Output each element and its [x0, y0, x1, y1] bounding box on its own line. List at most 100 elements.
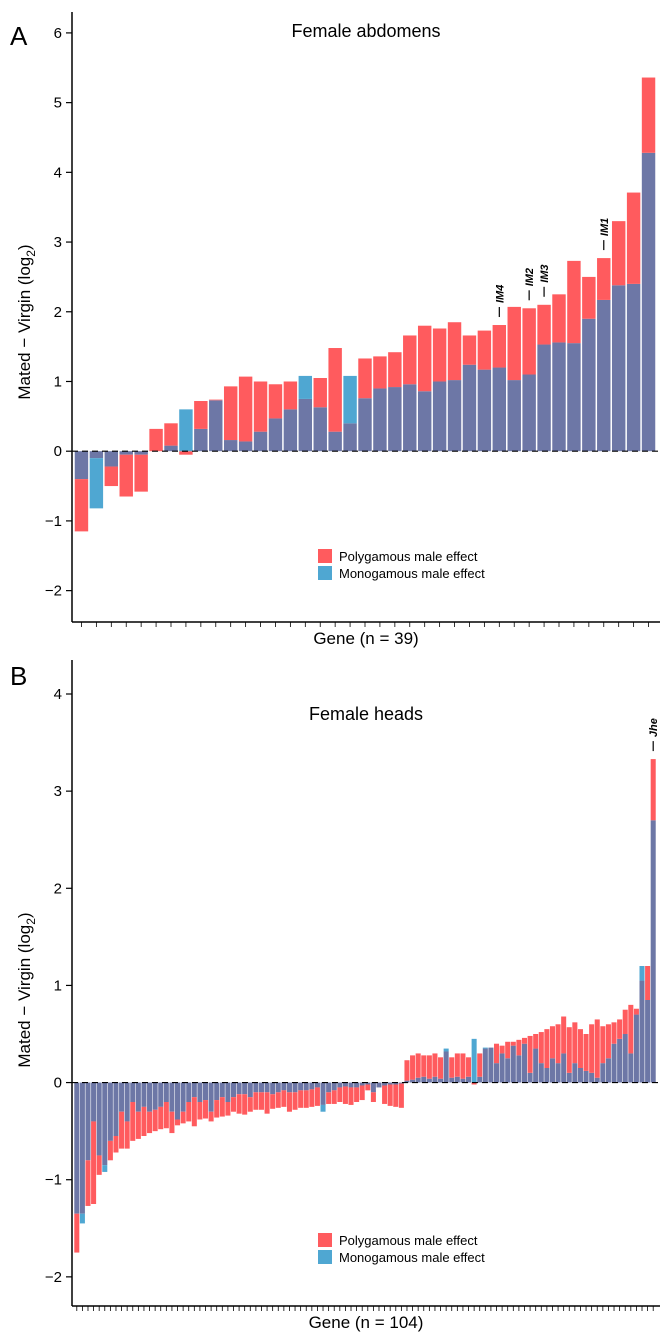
bar-13	[147, 1082, 153, 1134]
bar-polygamous-segment	[373, 356, 387, 389]
bar-overlap-segment	[119, 1082, 125, 1112]
bar-polygamous-segment	[119, 1111, 125, 1149]
bar-overlap-segment	[113, 1082, 119, 1136]
bar-30	[242, 1082, 248, 1115]
bar-polygamous-segment	[583, 1034, 589, 1071]
bar-overlap-segment	[650, 820, 656, 1083]
bar-68	[454, 1053, 460, 1083]
bar-polygamous-segment	[370, 1092, 376, 1102]
bar-overlap-segment	[477, 369, 492, 452]
bar-polygamous-segment	[354, 1087, 360, 1102]
y-tick-label: 5	[54, 95, 62, 112]
bar-overlap-segment	[328, 431, 342, 452]
bar-overlap-segment	[286, 1082, 292, 1093]
bar-polygamous-segment	[566, 1027, 572, 1073]
bar-85	[549, 1026, 555, 1083]
bar-overlap-segment	[600, 1063, 606, 1083]
bar-28	[230, 1082, 237, 1112]
bar-41	[303, 1082, 309, 1108]
bar-overlap-segment	[432, 381, 447, 452]
bar-polygamous-segment	[286, 1092, 292, 1112]
bar-polygamous-segment	[388, 352, 402, 388]
bar-overlap-segment	[566, 1072, 572, 1083]
bar-polygamous-segment	[342, 1086, 348, 1104]
legend-label-polygamous-b: Polygamous male effect	[339, 1233, 478, 1248]
bar-overlap-segment	[499, 1053, 505, 1083]
y-axis-label-sub-a: 2	[24, 250, 38, 257]
bar-overlap-segment	[443, 1051, 449, 1083]
bar-27	[477, 330, 492, 452]
bar-overlap-segment	[561, 1053, 567, 1083]
bar-overlap-segment	[180, 1082, 186, 1112]
bar-overlap-segment	[119, 451, 133, 455]
bar-polygamous-segment	[415, 1053, 421, 1078]
bar-overlap-segment	[292, 1082, 298, 1093]
y-tick-label: −1	[45, 1172, 62, 1189]
bar-overlap-segment	[191, 1082, 197, 1098]
bar-35	[270, 1082, 276, 1109]
bar-overlap-segment	[337, 1082, 343, 1088]
bar-polygamous-segment	[303, 1090, 309, 1108]
bar-overlap-segment	[281, 1082, 287, 1091]
bar-polygamous-segment	[454, 1053, 460, 1077]
bar-38	[286, 1082, 292, 1112]
bar-polygamous-segment	[628, 1004, 634, 1054]
bar-polygamous-segment	[264, 1092, 270, 1114]
bar-polygamous-segment	[230, 1097, 237, 1112]
bar-8	[194, 401, 208, 452]
bar-10	[130, 1082, 136, 1141]
bar-5	[102, 1082, 108, 1172]
bar-51	[359, 1082, 365, 1101]
bar-82	[533, 1034, 539, 1083]
bar-overlap-segment	[314, 1082, 320, 1088]
bar-76	[499, 1045, 505, 1083]
bar-polygamous-segment	[158, 1106, 164, 1130]
bar-polygamous-segment	[309, 1089, 315, 1107]
bar-monogamous-segment	[179, 409, 193, 452]
bar-polygamous-segment	[281, 1090, 287, 1107]
gene-label: IM4	[494, 285, 506, 303]
bar-monogamous-segment	[102, 1165, 108, 1172]
bar-75	[493, 1043, 500, 1083]
bar-overlap-segment	[398, 1082, 404, 1084]
legend-swatch-monogamous-a	[318, 566, 332, 580]
bar-overlap-segment	[107, 1082, 113, 1141]
bar-polygamous-segment	[134, 454, 148, 492]
bar-40	[298, 1082, 304, 1108]
bar-69	[460, 1053, 466, 1083]
bar-overlap-segment	[611, 1043, 617, 1083]
bar-monogamous-segment	[79, 1213, 85, 1224]
y-tick-label: 3	[54, 783, 62, 800]
bar-polygamous-segment	[594, 1019, 600, 1078]
bar-polygamous-segment	[298, 1090, 304, 1108]
gene-label: IM2	[524, 268, 536, 286]
bar-polygamous-segment	[194, 401, 208, 429]
panel-b: B Female heads Gene (n = 104) Mated − Vi…	[10, 660, 660, 1332]
bar-overlap-segment	[447, 380, 462, 452]
legend-a: Polygamous male effect Monogamous male e…	[318, 549, 485, 581]
bar-overlap-segment	[376, 1082, 382, 1088]
bar-11	[135, 1082, 141, 1139]
bar-polygamous-segment	[124, 1121, 130, 1149]
bar-polygamous-segment	[521, 1037, 528, 1044]
legend-swatch-polygamous-a	[318, 549, 332, 563]
bar-polygamous-segment	[549, 1026, 555, 1059]
bar-overlap-segment	[102, 1082, 108, 1166]
y-axis-label-b: Mated − Virgin (log2)	[15, 912, 38, 1067]
bar-polygamous-segment	[104, 466, 119, 487]
bar-polygamous-segment	[175, 1119, 181, 1126]
bar-48	[342, 1082, 348, 1104]
bar-overlap-segment	[175, 1082, 181, 1120]
panel-a: A Female abdomens Gene (n = 39) Mated − …	[0, 0, 660, 648]
bar-overlap-segment	[488, 1047, 494, 1083]
bar-overlap-segment	[522, 374, 536, 452]
bar-17	[328, 348, 342, 452]
bar-polygamous-segment	[326, 1092, 332, 1104]
bar-14	[152, 1082, 158, 1132]
bar-14	[283, 381, 298, 452]
bar-overlap-segment	[421, 1076, 427, 1083]
bar-overlap-segment	[219, 1082, 225, 1098]
y-axis-label-a: Mated − Virgin (log2)	[15, 244, 38, 399]
bar-overlap-segment	[633, 1014, 639, 1083]
bar-24	[208, 1082, 214, 1122]
